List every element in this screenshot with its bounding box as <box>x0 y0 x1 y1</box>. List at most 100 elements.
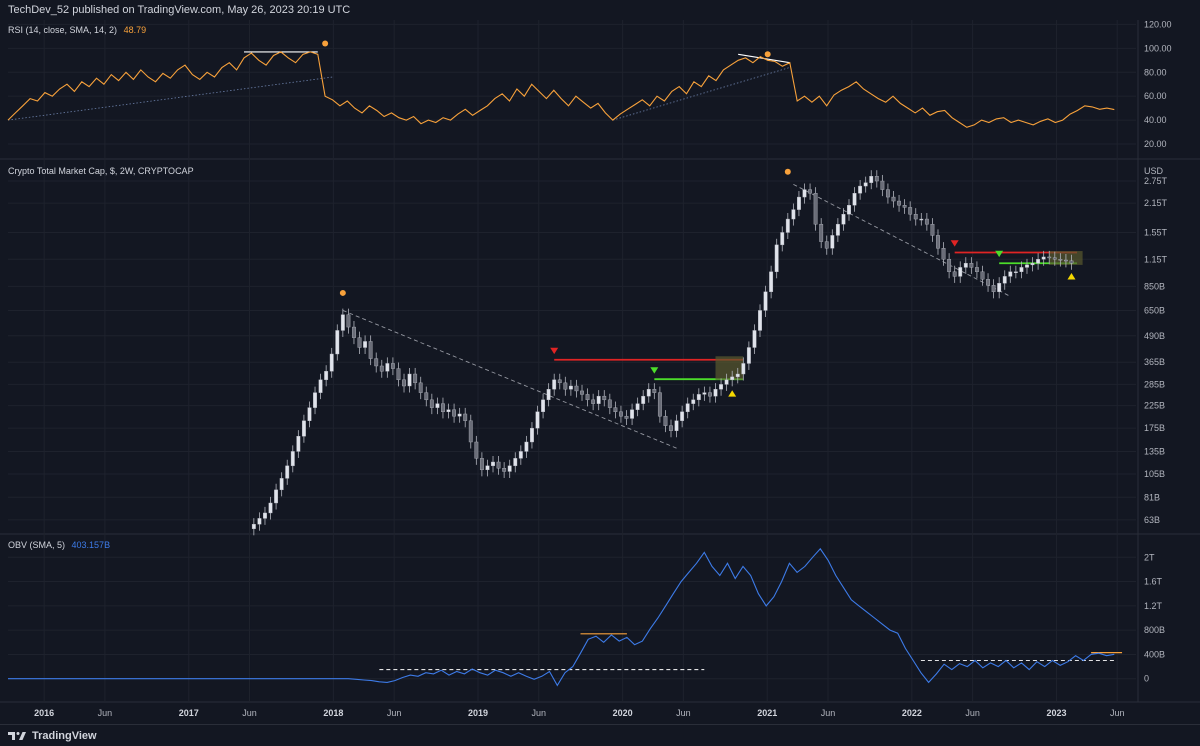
candle <box>602 390 607 407</box>
candle-body <box>635 403 640 410</box>
price-tick-label: 2.15T <box>1144 198 1168 208</box>
candle <box>374 352 379 373</box>
candle <box>1002 270 1007 290</box>
candle <box>1019 261 1024 279</box>
candle <box>429 393 434 415</box>
obv-drawings[interactable] <box>379 633 1123 671</box>
candle-body <box>390 363 395 369</box>
candle-body <box>496 461 501 469</box>
candle <box>730 370 735 387</box>
candle-body <box>357 337 362 348</box>
candle <box>997 277 1002 299</box>
candle-body <box>1025 264 1029 268</box>
publisher-header: TechDev_52 published on TradingView.com,… <box>8 4 351 16</box>
obv-y-axis: 2T 1.6T 1.2T 800B 400B 0 <box>1144 552 1165 683</box>
candle-body <box>580 390 584 395</box>
rsi-pane[interactable]: RSI (14, close, SMA, 14, 2) 48.79 120.00… <box>7 19 1172 149</box>
candle <box>624 410 629 425</box>
candle-body <box>813 193 818 225</box>
obv-tick-label: 0 <box>1144 674 1149 684</box>
candle-body <box>980 271 985 280</box>
candle <box>424 386 429 407</box>
rsi-tick-label: 80.00 <box>1144 67 1167 77</box>
candle <box>802 183 807 204</box>
candle <box>463 407 468 428</box>
obv-tick-label: 1.2T <box>1144 601 1163 611</box>
candle <box>902 199 907 214</box>
candle-body <box>285 465 290 479</box>
candle-body <box>413 373 418 384</box>
candle-body <box>835 223 840 236</box>
candle-body <box>301 420 306 437</box>
candle-body <box>886 189 890 198</box>
rsi-series-line[interactable] <box>7 51 1115 128</box>
candle <box>340 308 345 337</box>
candle-body <box>1047 256 1052 259</box>
candle-body <box>263 512 267 519</box>
tradingview-logo-icon <box>8 731 26 740</box>
candle <box>363 335 368 355</box>
price-drawings[interactable] <box>342 183 1083 449</box>
candle-body <box>808 189 812 194</box>
candle <box>858 179 863 200</box>
candle <box>301 414 306 443</box>
obv-pane[interactable]: OBV (SMA, 5) 403.157B 2T 1.6T 1.2T 800B 400B… <box>8 540 1165 687</box>
obv-series-line[interactable] <box>8 547 1115 687</box>
downtrend-line-2021 <box>793 183 1011 297</box>
time-axis: 2016 Jun 2017 Jun 2018 Jun 2019 Jun 2020 Jun 2021 J… <box>34 708 1124 718</box>
candle-body <box>340 314 345 331</box>
downtrend-line-2018 <box>342 310 677 449</box>
candle-body <box>663 415 668 426</box>
candle-body <box>969 263 974 268</box>
candle <box>969 257 974 274</box>
rsi-top-marker-2021 <box>764 51 771 58</box>
candle-body <box>502 467 507 472</box>
candle <box>352 321 356 345</box>
rsi-tick-label: 20.00 <box>1144 139 1167 149</box>
candlestick-series[interactable] <box>251 170 1074 536</box>
candle-body <box>730 376 735 381</box>
candle-body <box>869 176 874 183</box>
chart-canvas[interactable]: RSI (14, close, SMA, 14, 2) 48.79 120.00… <box>0 0 1200 724</box>
candle <box>580 384 584 401</box>
candle-body <box>324 371 329 381</box>
candle <box>357 331 362 355</box>
time-tick-label: Jun <box>1110 708 1125 718</box>
candle <box>607 393 612 415</box>
candle-body <box>841 214 846 225</box>
candle <box>379 359 384 378</box>
obv-value: 403.157B <box>72 540 111 550</box>
candle <box>908 201 913 221</box>
candle-body <box>774 244 779 272</box>
candle <box>635 397 640 417</box>
candle <box>446 403 451 419</box>
candle-body <box>863 182 868 187</box>
candle <box>930 218 935 242</box>
candle <box>568 379 573 396</box>
time-tick-label: 2023 <box>1046 708 1066 718</box>
candle <box>318 373 323 400</box>
candle-body <box>374 358 379 367</box>
candle-body <box>329 353 334 372</box>
candle <box>507 459 512 478</box>
time-tick-label: 2017 <box>179 708 199 718</box>
candle-body <box>630 409 634 419</box>
candle-body <box>452 409 457 417</box>
candle-body <box>741 363 746 375</box>
candle-body <box>902 205 907 208</box>
price-tick-label: 285B <box>1144 379 1165 389</box>
candle <box>924 212 929 231</box>
candle-body <box>880 180 885 190</box>
candle-body <box>290 451 295 467</box>
candle-body <box>719 384 723 390</box>
candle <box>585 388 590 407</box>
price-markers <box>339 168 1076 397</box>
candle-body <box>307 407 312 421</box>
candle <box>1008 265 1013 283</box>
candle <box>674 414 679 438</box>
candle-body <box>713 389 718 397</box>
candle <box>402 373 406 393</box>
time-tick-label: Jun <box>242 708 257 718</box>
price-pane[interactable]: Crypto Total Market Cap, $, 2W, CRYPTOCA… <box>8 166 1168 536</box>
rsi-drawings[interactable] <box>7 40 790 121</box>
